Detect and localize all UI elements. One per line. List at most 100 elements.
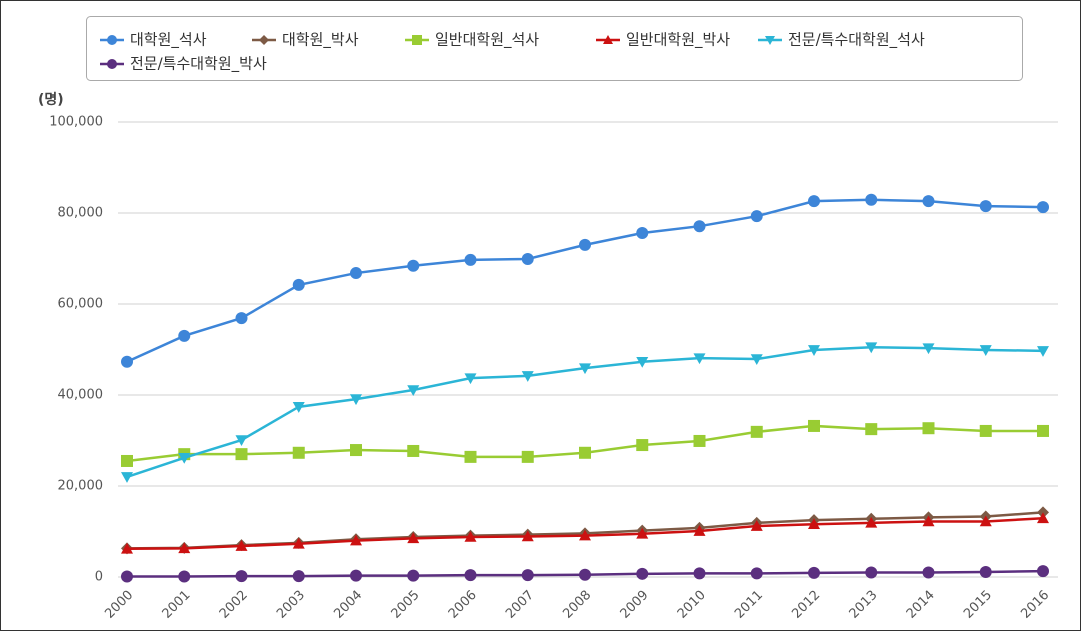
marker [292, 570, 305, 583]
marker [464, 253, 477, 266]
marker [808, 345, 820, 356]
marker [407, 259, 420, 272]
marker [979, 515, 992, 527]
marker [521, 371, 534, 382]
marker [636, 356, 649, 368]
marker [750, 520, 763, 531]
marker [121, 355, 133, 368]
marker [922, 195, 935, 208]
legend-label: 전문/특수대학원_석사 [788, 31, 925, 50]
legend-item: 전문/특수대학원_박사 [100, 55, 267, 74]
marker [693, 434, 706, 447]
marker [292, 278, 305, 291]
y-tick-label: 100,000 [49, 115, 103, 130]
marker [865, 342, 878, 354]
marker [521, 530, 534, 542]
marker [235, 570, 248, 583]
marker [922, 343, 935, 355]
marker [521, 569, 534, 582]
marker [121, 454, 133, 467]
y-tick-label: 20,000 [58, 479, 104, 494]
marker [350, 569, 362, 582]
marker [1037, 346, 1049, 357]
marker [464, 373, 477, 385]
marker [235, 540, 248, 551]
marker [579, 363, 591, 375]
marker [979, 424, 992, 437]
marker [979, 200, 992, 213]
legend-item: 대학원_석사 [100, 31, 207, 50]
y-tick-label: 60,000 [58, 297, 104, 312]
marker [808, 566, 820, 579]
marker [979, 345, 992, 356]
marker [407, 385, 420, 396]
marker [636, 227, 649, 240]
marker [412, 35, 422, 45]
marker [464, 450, 477, 463]
marker [178, 570, 191, 583]
marker [178, 452, 191, 464]
legend-item: 일반대학원_박사 [596, 31, 730, 50]
marker [350, 267, 362, 280]
marker [979, 565, 992, 578]
marker [1037, 565, 1049, 578]
marker [579, 238, 591, 251]
marker [464, 530, 477, 542]
y-tick-label: 40,000 [58, 388, 104, 403]
y-tick-label: 0 [95, 570, 103, 585]
legend-item: 전문/특수대학원_석사 [758, 31, 925, 50]
marker [750, 425, 763, 438]
marker [107, 35, 117, 45]
y-tick-label: 80,000 [58, 206, 104, 221]
marker [407, 532, 420, 544]
marker [579, 568, 591, 581]
marker [464, 569, 477, 582]
y-unit: (명) [38, 91, 64, 108]
marker [765, 36, 775, 45]
legend-label: 일반대학원_박사 [626, 31, 730, 50]
marker [259, 35, 269, 45]
marker [865, 516, 878, 528]
legend-label: 전문/특수대학원_박사 [130, 55, 267, 74]
marker [636, 567, 649, 580]
legend-item: 대학원_박사 [252, 31, 359, 50]
marker [407, 444, 420, 457]
marker [922, 515, 935, 527]
marker [636, 439, 649, 452]
marker [178, 329, 191, 342]
marker [750, 567, 763, 580]
marker [350, 534, 362, 546]
marker [865, 193, 878, 206]
marker [292, 537, 305, 549]
marker [407, 569, 420, 582]
marker [121, 472, 133, 483]
marker [350, 444, 362, 457]
marker [235, 448, 248, 461]
marker [865, 423, 878, 436]
marker [350, 394, 362, 406]
marker [750, 354, 763, 366]
marker [693, 567, 706, 580]
legend-label: 일반대학원_석사 [435, 31, 539, 50]
marker [808, 419, 820, 432]
legend-label: 대학원_박사 [282, 31, 359, 50]
legend-item: 일반대학원_석사 [405, 31, 539, 50]
marker [808, 518, 820, 530]
marker [922, 566, 935, 579]
marker [235, 312, 248, 325]
marker [1037, 201, 1049, 214]
marker [292, 402, 305, 413]
marker [521, 252, 534, 265]
marker [603, 35, 613, 44]
marker [292, 446, 305, 459]
marker [693, 220, 706, 233]
marker [178, 542, 191, 554]
marker [1037, 512, 1049, 524]
marker [750, 210, 763, 223]
marker [521, 450, 534, 463]
marker [107, 59, 117, 69]
marker [693, 353, 706, 365]
marker [235, 435, 248, 447]
